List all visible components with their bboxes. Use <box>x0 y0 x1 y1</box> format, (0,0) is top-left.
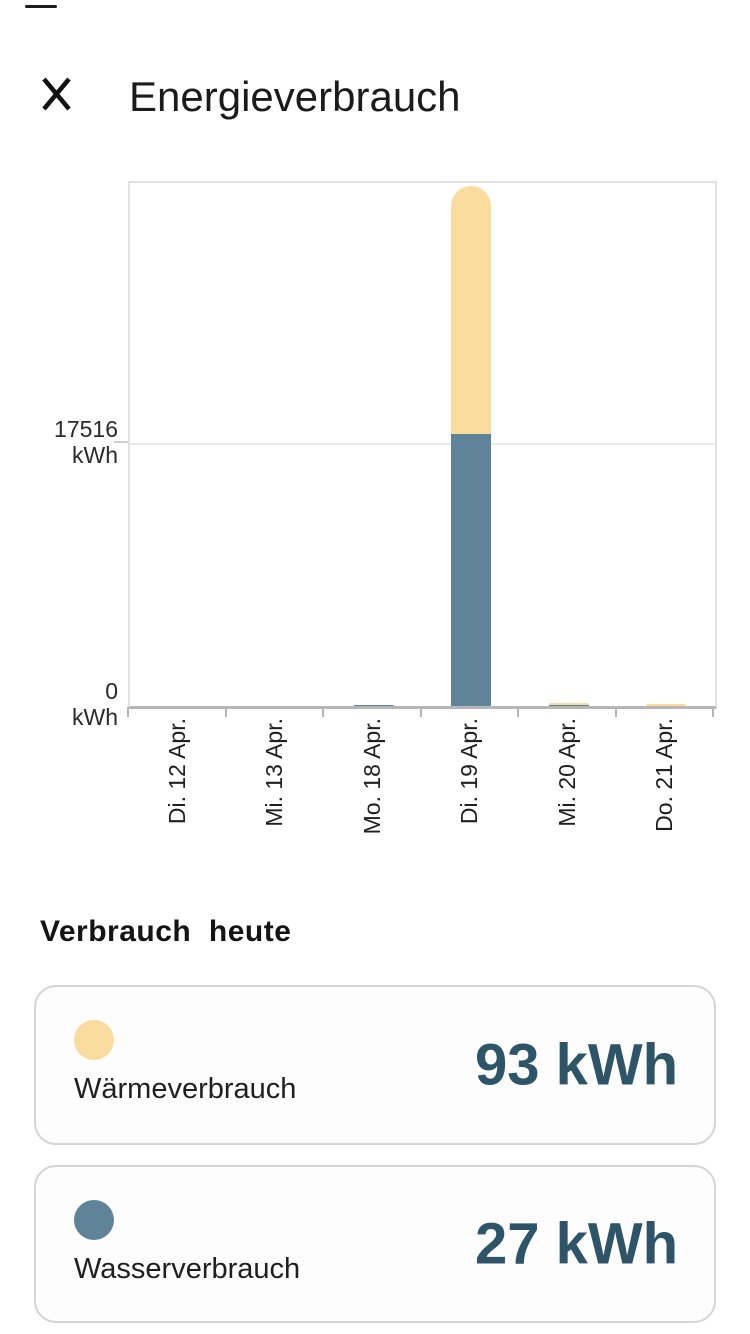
status-bar-artifact <box>25 5 57 8</box>
consumption-card-heat: Wärmeverbrauch 93 kWh <box>34 985 716 1145</box>
close-icon <box>39 77 75 116</box>
section-heading: Verbrauch heute <box>40 915 292 948</box>
page-title: Energieverbrauch <box>129 73 461 120</box>
bar-segment <box>451 185 492 435</box>
legend-dot <box>74 1200 114 1240</box>
plot-area <box>128 181 717 709</box>
y-axis-label-zero: 0 kWh <box>72 678 118 730</box>
axis-tick <box>614 707 617 717</box>
consumption-card-water: Wasserverbrauch 27 kWh <box>34 1165 716 1323</box>
bar-segment <box>353 704 394 706</box>
grid-tick <box>114 441 128 444</box>
axis-tick <box>712 707 714 717</box>
card-value: 27 kWh <box>474 1211 678 1277</box>
gridline <box>130 443 715 446</box>
bar-segment <box>548 702 589 705</box>
axis-tick <box>224 707 227 717</box>
y-axis-label-upper: 17516 kWh <box>54 416 118 469</box>
bar-segment <box>548 704 589 706</box>
x-axis-label: Do. 21 Apr. <box>651 718 678 832</box>
card-value: 93 kWh <box>474 1032 678 1098</box>
axis-tick <box>419 707 422 717</box>
axis-tick <box>517 707 519 717</box>
x-axis-label: Mi. 13 Apr. <box>261 718 288 827</box>
bar-segment <box>646 704 687 706</box>
x-axis-label: Mo. 18 Apr. <box>358 718 385 835</box>
card-label: Wärmeverbrauch <box>74 1073 297 1105</box>
x-axis-label: Mi. 20 Apr. <box>553 718 580 827</box>
x-axis-label: Di. 12 Apr. <box>163 718 190 825</box>
axis-tick <box>127 707 129 717</box>
axis-tick <box>322 707 324 717</box>
x-axis-label: Di. 19 Apr. <box>456 718 483 825</box>
close-button[interactable] <box>36 74 78 116</box>
card-label: Wasserverbrauch <box>74 1253 301 1285</box>
legend-dot <box>74 1020 114 1060</box>
bar-segment <box>451 434 492 706</box>
